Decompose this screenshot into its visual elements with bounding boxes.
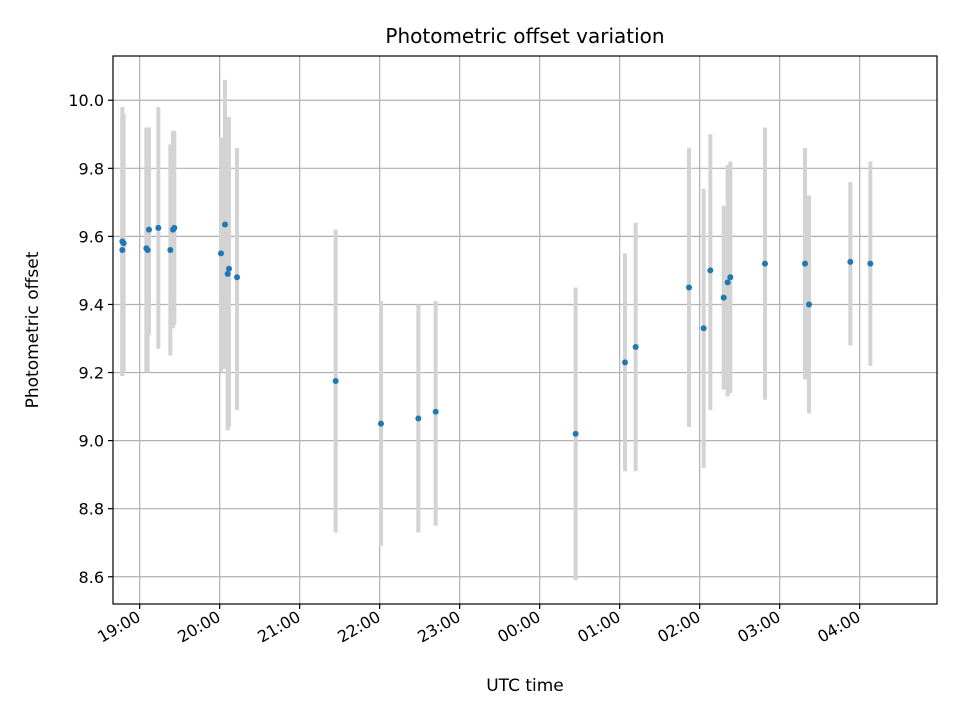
data-point bbox=[724, 279, 731, 286]
x-axis-ticks: 19:00 20:00 21:00 22:00 23:00 00:00 01:00 02:00… bbox=[94, 604, 864, 647]
x-tick-label: 02:00 bbox=[654, 607, 703, 647]
data-point bbox=[415, 415, 422, 422]
y-tick-label: 9.8 bbox=[79, 159, 104, 178]
y-tick-label: 9.6 bbox=[79, 227, 104, 246]
data-point bbox=[867, 260, 874, 267]
data-point bbox=[218, 250, 224, 257]
plot-frame bbox=[112, 55, 938, 605]
data-point bbox=[432, 408, 439, 415]
x-tick-label: 01:00 bbox=[574, 607, 623, 647]
x-tick-label: 21:00 bbox=[254, 607, 303, 647]
y-tick-label: 9.2 bbox=[79, 364, 104, 383]
x-tick-label: 00:00 bbox=[494, 607, 543, 647]
chart-title: Photometric offset variation bbox=[385, 24, 664, 48]
data-point bbox=[632, 344, 639, 351]
y-tick-label: 8.8 bbox=[79, 500, 104, 519]
x-tick-label: 03:00 bbox=[734, 607, 783, 647]
grid bbox=[113, 56, 937, 604]
data-point bbox=[226, 265, 232, 272]
data-point bbox=[847, 258, 854, 265]
x-tick-label: 04:00 bbox=[814, 607, 863, 647]
data-point bbox=[144, 247, 151, 254]
data-point bbox=[762, 260, 768, 267]
data-point bbox=[332, 378, 339, 385]
data-point bbox=[171, 224, 178, 231]
x-tick-label: 20:00 bbox=[174, 607, 223, 647]
data-point bbox=[222, 221, 228, 228]
data-points bbox=[119, 221, 874, 437]
y-axis-ticks: 8.6 8.8 9.0 9.2 9.4 9.6 9.8 10.0 bbox=[68, 91, 113, 587]
y-tick-label: 9.0 bbox=[79, 432, 104, 451]
data-point bbox=[234, 274, 240, 281]
error-bars bbox=[120, 79, 873, 581]
data-point bbox=[720, 294, 727, 301]
data-point bbox=[727, 274, 734, 281]
data-point bbox=[802, 260, 808, 267]
y-tick-label: 9.4 bbox=[79, 295, 104, 314]
data-point bbox=[622, 359, 628, 366]
x-tick-label: 19:00 bbox=[94, 607, 143, 647]
data-point bbox=[119, 247, 126, 254]
data-point bbox=[146, 226, 152, 233]
y-tick-label: 8.6 bbox=[79, 568, 104, 587]
data-point bbox=[224, 270, 231, 277]
data-point bbox=[572, 430, 579, 437]
data-point bbox=[167, 247, 174, 254]
x-tick-label: 22:00 bbox=[334, 607, 383, 647]
data-point bbox=[686, 284, 692, 291]
x-axis-title: UTC time bbox=[486, 676, 564, 696]
data-point bbox=[700, 325, 707, 332]
data-point bbox=[120, 240, 127, 247]
y-tick-label: 10.0 bbox=[68, 91, 104, 110]
x-tick-label: 23:00 bbox=[414, 607, 463, 647]
data-point bbox=[378, 420, 384, 427]
y-axis-title: Photometric offset bbox=[23, 251, 43, 408]
data-point bbox=[806, 301, 812, 308]
data-point bbox=[707, 267, 714, 274]
data-point bbox=[155, 224, 162, 231]
